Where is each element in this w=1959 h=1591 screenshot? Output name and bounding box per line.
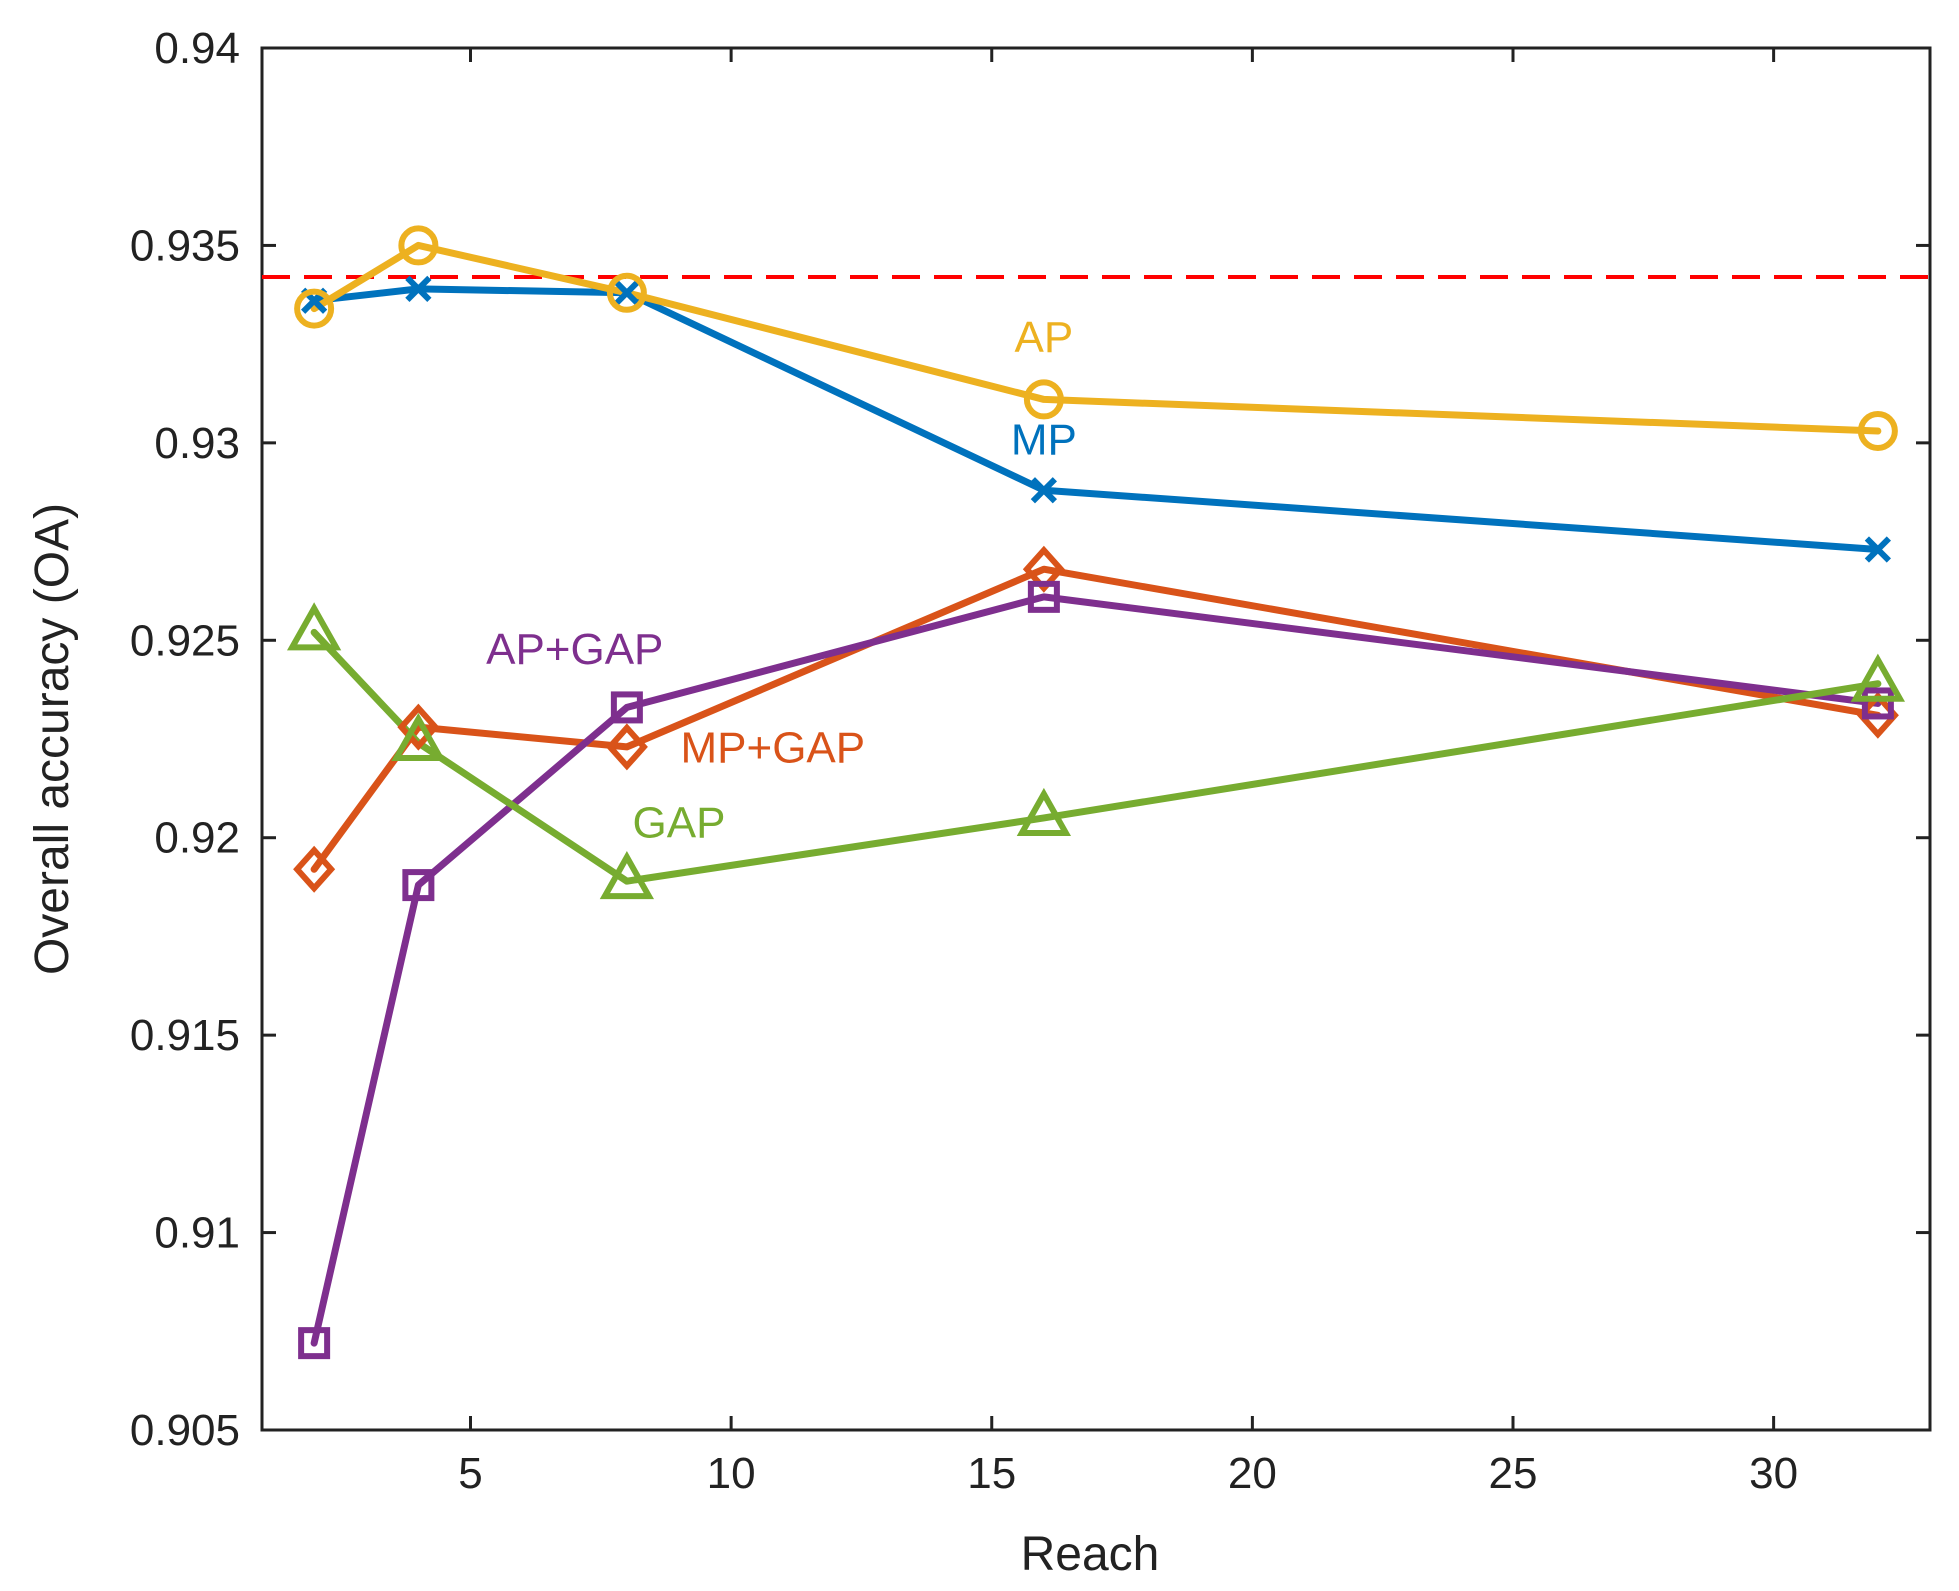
circle-marker xyxy=(294,288,335,329)
series-markers xyxy=(286,225,1906,1360)
x-tick-label: 25 xyxy=(1489,1449,1538,1498)
series-label: GAP xyxy=(633,799,726,848)
y-tick-label: 0.915 xyxy=(130,1011,240,1060)
x-tick-label: 5 xyxy=(458,1449,482,1498)
y-axis-ticks: 0.905 0.91 0.915 0.92 0.925 0.93 0.935 0.94 xyxy=(130,24,1930,1455)
y-tick-label: 0.91 xyxy=(154,1209,240,1258)
square-marker xyxy=(402,869,435,902)
x-marker xyxy=(405,275,432,302)
y-axis-title: Overall accuracy (OA) xyxy=(26,503,79,975)
series-line xyxy=(310,628,1882,885)
series-line xyxy=(310,565,1882,873)
y-tick-label: 0.935 xyxy=(130,221,240,270)
x-axis-title: Reach xyxy=(1021,1528,1160,1581)
x-tick-label: 20 xyxy=(1228,1449,1277,1498)
diamond-marker xyxy=(1022,545,1065,593)
square-marker xyxy=(298,1327,331,1360)
x-tick-label: 10 xyxy=(707,1449,756,1498)
series-label: MP+GAP xyxy=(681,724,866,773)
x-marker xyxy=(613,279,640,306)
diamond-marker xyxy=(397,703,440,751)
circle-marker xyxy=(1023,379,1064,420)
series-label: AP+GAP xyxy=(486,625,663,674)
triangle-marker xyxy=(599,851,655,900)
triangle-marker xyxy=(1850,653,1906,702)
square-marker xyxy=(610,691,643,724)
x-marker xyxy=(1864,536,1892,563)
diamond-marker xyxy=(605,723,648,771)
y-tick-label: 0.92 xyxy=(154,814,240,863)
x-axis-ticks: 5 10 15 20 25 30 xyxy=(458,48,1798,1498)
series-label: MP xyxy=(1011,416,1077,465)
y-tick-label: 0.94 xyxy=(154,24,240,73)
triangle-marker xyxy=(391,712,446,761)
y-tick-label: 0.905 xyxy=(130,1406,240,1455)
square-marker xyxy=(1027,580,1060,613)
diamond-marker xyxy=(293,845,336,893)
circle-marker xyxy=(1857,411,1898,452)
circle-marker xyxy=(398,225,439,266)
y-tick-label: 0.93 xyxy=(154,419,240,468)
series-line xyxy=(310,593,1882,1347)
y-tick-label: 0.925 xyxy=(130,616,240,665)
square-marker xyxy=(1861,687,1894,720)
triangle-marker xyxy=(286,602,342,651)
x-tick-label: 30 xyxy=(1749,1449,1798,1498)
series-label: AP xyxy=(1015,313,1074,362)
x-tick-label: 15 xyxy=(967,1449,1016,1498)
series-lines xyxy=(310,241,1882,1347)
triangle-marker xyxy=(1016,787,1072,836)
x-marker xyxy=(1030,477,1058,504)
series-labels: MP AP MP+GAP AP+GAP GAP xyxy=(486,313,1077,848)
circle-marker xyxy=(606,272,647,313)
